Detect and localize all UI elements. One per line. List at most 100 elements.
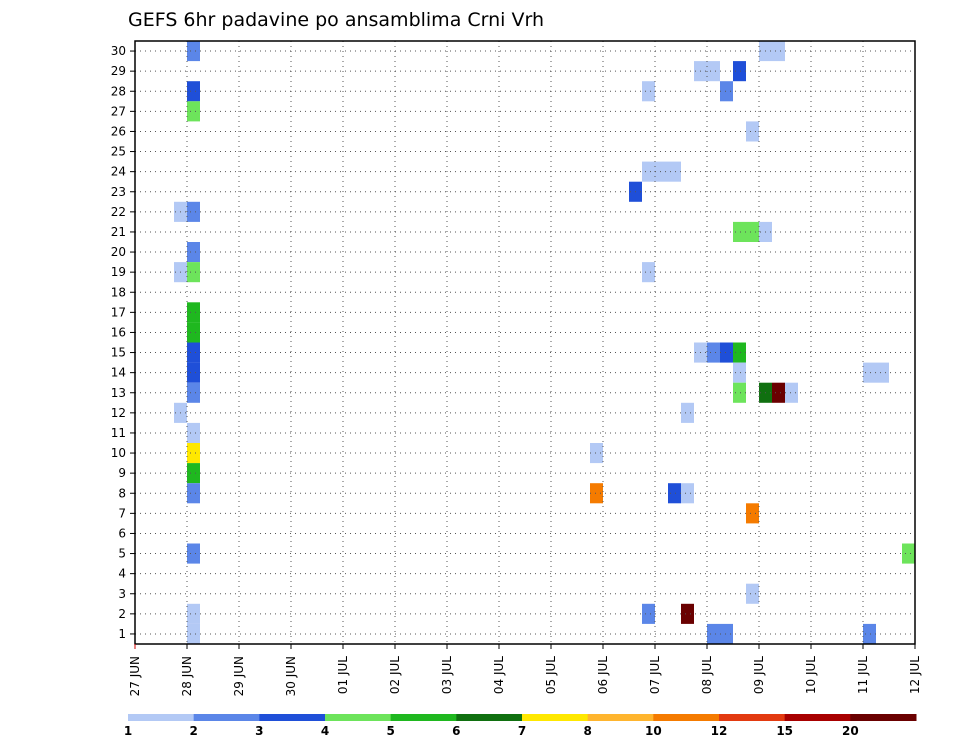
y-tick-label: 11: [111, 426, 126, 440]
y-tick-label: 13: [111, 386, 126, 400]
y-tick-label: 25: [111, 145, 126, 159]
heatmap-cell: [187, 302, 200, 323]
heatmap-cell: [681, 603, 694, 624]
x-tick-label: 30 JUN: [284, 656, 298, 696]
heatmap-cell: [187, 463, 200, 484]
y-tick-label: 8: [118, 486, 126, 500]
y-tick-label: 9: [118, 466, 126, 480]
heatmap-cell: [187, 322, 200, 343]
x-tick-label: 08 JUL: [700, 656, 714, 694]
x-tick-label: 01 JUL: [336, 656, 350, 694]
heatmap-cell: [772, 382, 785, 403]
heatmap-cell: [720, 81, 733, 102]
heatmap-cell: [187, 483, 200, 504]
x-tick-label: 29 JUN: [232, 656, 246, 696]
heatmap-cell: [642, 603, 655, 624]
heatmap-cell: [733, 221, 746, 242]
x-tick-label: 27 JUN: [128, 656, 142, 696]
heatmap-cell: [655, 161, 668, 182]
y-tick-label: 24: [111, 165, 126, 179]
heatmap-cell: [746, 121, 759, 142]
colorbar-swatch: [653, 714, 720, 721]
colorbar-swatch: [259, 714, 326, 721]
heatmap-cell: [187, 623, 200, 644]
colorbar-label: 12: [711, 724, 728, 738]
colorbar-label: 15: [776, 724, 793, 738]
heatmap-cell: [733, 382, 746, 403]
heatmap-cell: [668, 161, 681, 182]
heatmap-cell: [642, 262, 655, 283]
heatmap-cell: [720, 342, 733, 363]
y-tick-label: 15: [111, 346, 126, 360]
heatmap-cell: [187, 81, 200, 102]
heatmap-cell: [187, 382, 200, 403]
heatmap-cell: [707, 342, 720, 363]
y-tick-label: 10: [111, 446, 126, 460]
colorbar-label: 20: [842, 724, 859, 738]
colorbar-label: 10: [645, 724, 662, 738]
colorbar-swatch: [522, 714, 589, 721]
y-tick-label: 16: [111, 325, 126, 339]
heatmap-cell: [746, 503, 759, 524]
heatmap-cell: [187, 41, 200, 62]
y-tick-label: 3: [118, 587, 126, 601]
heatmap-cell: [681, 402, 694, 423]
colorbar-label: 8: [583, 724, 591, 738]
colorbar-label: 3: [255, 724, 263, 738]
y-tick-label: 19: [111, 265, 126, 279]
y-tick-label: 7: [118, 506, 126, 520]
x-tick-label: 11 JUL: [856, 656, 870, 694]
heatmap-cell: [187, 543, 200, 564]
heatmap-cell: [187, 342, 200, 363]
colorbar-label: 5: [386, 724, 394, 738]
heatmap-cell: [876, 362, 889, 383]
y-tick-label: 1: [118, 627, 126, 641]
colorbar-label: 1: [124, 724, 132, 738]
heatmap-cell: [902, 543, 915, 564]
x-tick-label: 10 JUL: [804, 656, 818, 694]
heatmap-cell: [681, 483, 694, 504]
heatmap-cell: [746, 221, 759, 242]
chart-title: GEFS 6hr padavine po ansamblima Crni Vrh: [128, 9, 544, 31]
heatmap-cell: [187, 443, 200, 464]
heatmap-cell: [187, 201, 200, 222]
x-tick-label: 03 JUL: [440, 656, 454, 694]
y-tick-label: 17: [111, 305, 126, 319]
colorbar-label: 6: [452, 724, 460, 738]
colorbar-swatch: [456, 714, 523, 721]
colorbar-label: 4: [321, 724, 329, 738]
y-tick-label: 5: [118, 547, 126, 561]
heatmap-cell: [720, 623, 733, 644]
colorbar-swatch: [128, 714, 195, 721]
y-tick-label: 12: [111, 406, 126, 420]
x-tick-label: 06 JUL: [596, 656, 610, 694]
heatmap-cell: [733, 61, 746, 82]
y-tick-label: 27: [111, 104, 126, 118]
colorbar-swatch: [850, 714, 917, 721]
colorbar-label: 2: [189, 724, 197, 738]
y-tick-label: 2: [118, 607, 126, 621]
heatmap-cell: [642, 81, 655, 102]
heatmap-cell: [863, 362, 876, 383]
heatmap-cell: [187, 422, 200, 443]
x-tick-label: 02 JUL: [388, 656, 402, 694]
dotted-grid: [135, 41, 915, 644]
y-tick-label: 18: [111, 285, 126, 299]
colorbar: 1 2 3 4 5 6 7 8 10 12 15 20: [124, 714, 917, 738]
heatmap-cell: [187, 262, 200, 283]
heatmap-cell: [187, 362, 200, 383]
y-tick-label: 20: [111, 245, 126, 259]
heatmap-cell: [642, 161, 655, 182]
heatmap-cell: [733, 342, 746, 363]
heatmap-cell: [746, 583, 759, 604]
heatmap-cell: [707, 623, 720, 644]
heatmap-cell: [772, 41, 785, 62]
heatmap-cell: [187, 101, 200, 122]
heatmap-cell: [187, 603, 200, 624]
y-tick-label: 21: [111, 225, 126, 239]
colorbar-swatch: [325, 714, 392, 721]
x-tick-label: 04 JUL: [492, 656, 506, 694]
heatmap-cell: [863, 623, 876, 644]
heatmap-cell: [707, 61, 720, 82]
